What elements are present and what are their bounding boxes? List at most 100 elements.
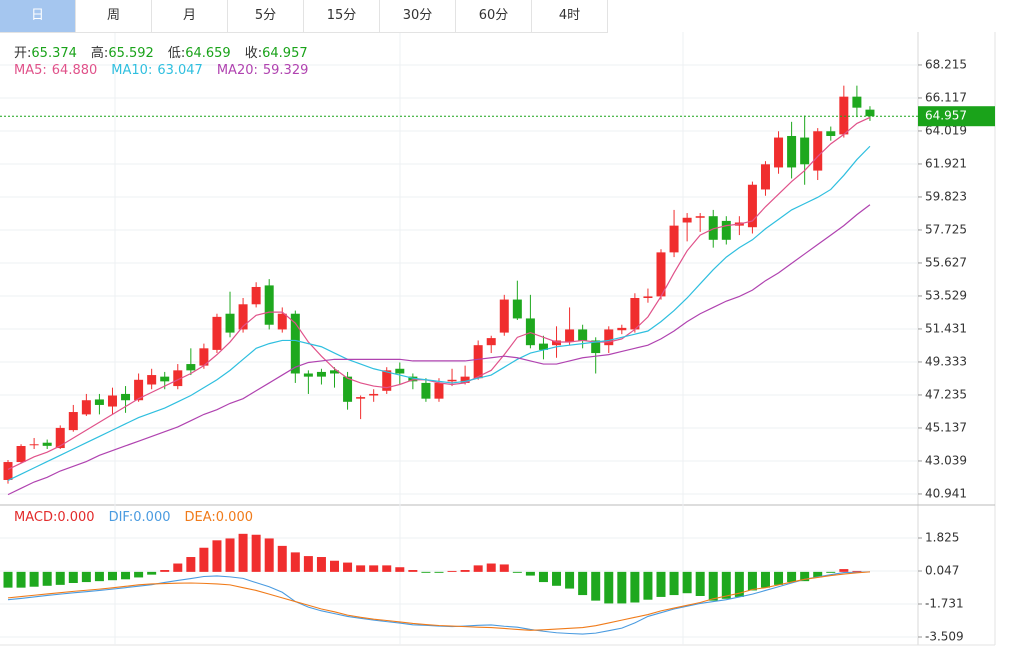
candle-body (865, 109, 875, 117)
candle-body (630, 297, 640, 330)
macd-bar (525, 571, 535, 576)
y-tick-label: 61.921 (925, 156, 967, 170)
macd-bar (552, 571, 562, 586)
macd-bar (447, 570, 457, 572)
candle-body (212, 316, 222, 350)
period-tab[interactable]: 日 (0, 0, 76, 32)
macd-bar (186, 557, 196, 572)
macd-bar (721, 571, 731, 599)
candle-body (316, 371, 326, 377)
candle-body (774, 137, 784, 168)
macd-bar (682, 571, 692, 594)
macd-bar (760, 571, 770, 588)
y-tick-label: 53.529 (925, 288, 967, 302)
y-tick-label: 57.725 (925, 222, 967, 236)
macd-bar (160, 570, 170, 572)
macd-bar (512, 571, 522, 573)
macd-bar (134, 571, 144, 578)
candle-body (447, 379, 457, 382)
legend-name: DIF (109, 510, 134, 525)
period-tab[interactable]: 4时 (532, 0, 608, 32)
readout-name: MACD (14, 510, 57, 525)
y-tick-label: 47.235 (925, 387, 967, 401)
macd-bar (356, 565, 366, 572)
macd-bar (395, 567, 405, 572)
macd-bar (408, 570, 418, 572)
macd-bar (800, 571, 810, 582)
candle-body (199, 348, 209, 366)
macd-bar (277, 545, 287, 572)
candle-body (578, 329, 588, 341)
macd-bar (591, 571, 601, 601)
macd-bar (473, 565, 483, 572)
macd-bar (107, 571, 117, 581)
macd-bar (16, 571, 26, 588)
period-tab[interactable]: 60分 (456, 0, 532, 32)
candle-body (434, 382, 444, 399)
candle-body (94, 399, 104, 405)
y-tick-label: -1.731 (925, 596, 964, 610)
macd-bar (3, 571, 13, 588)
readout-name: 高 (91, 42, 108, 61)
candle-body (160, 376, 170, 382)
legend-value: 63.047 (157, 63, 203, 78)
macd-bar (330, 560, 339, 572)
candle-body (460, 376, 470, 383)
candle-body (552, 340, 562, 346)
period-tab[interactable]: 30分 (380, 0, 456, 32)
period-tab[interactable]: 5分 (228, 0, 304, 32)
candle-body (760, 164, 770, 190)
y-tick-label: 1.825 (925, 530, 959, 544)
candle-body (512, 299, 522, 319)
y-tick-label: 43.039 (925, 453, 967, 467)
y-tick-label: 45.137 (925, 420, 967, 434)
candle-body (107, 395, 117, 407)
macd-bar (173, 563, 183, 572)
candle-body (604, 329, 614, 346)
candle-body (356, 397, 366, 399)
candle-body (708, 216, 718, 240)
candle-body (134, 379, 144, 401)
macd-bar (68, 571, 78, 584)
macd-line (7, 571, 870, 631)
candle-body (525, 318, 535, 346)
period-tabs: 日周月 5分 15分 30分 60分 4时 (0, 0, 608, 33)
readout-name: 低 (168, 42, 185, 61)
candle-body (800, 137, 810, 165)
y-tick-label: 64.019 (925, 123, 967, 137)
macd-bar (199, 547, 209, 572)
ma-line (7, 116, 871, 470)
candle-body (186, 364, 196, 371)
candle-body (382, 370, 392, 391)
macd-bar (538, 571, 548, 583)
candle-body (55, 427, 65, 449)
macd-bar (708, 571, 718, 601)
candle-body (695, 216, 705, 218)
ma-line (7, 204, 871, 496)
ma-readout: MA5 64.880 MA10 63.047 MA20 59.329 (14, 63, 322, 78)
macd-bar (604, 571, 614, 604)
candle-body (787, 135, 797, 168)
readout-value: 65.374 (31, 46, 77, 61)
candle-body (813, 131, 823, 171)
period-tab[interactable]: 周 (76, 0, 152, 32)
macd-bar (669, 571, 679, 596)
period-tab[interactable]: 15分 (304, 0, 380, 32)
y-tick-label: 55.627 (925, 255, 967, 269)
macd-bar (643, 571, 653, 600)
macd-bar (147, 571, 157, 575)
candle-body (839, 96, 849, 135)
macd-bar (656, 571, 666, 597)
candle-body (225, 313, 235, 333)
legend-name: MA10 (111, 63, 152, 78)
last-price-box (918, 106, 995, 127)
candle-body (264, 285, 274, 325)
ohlc-readout: 开65.374 高65.592 低64.659 收64.957 (14, 42, 322, 61)
period-tab[interactable]: 月 (152, 0, 228, 32)
candle-body (251, 286, 261, 305)
macd-readout: MACD0.000DIF0.000DEA0.000 (14, 510, 267, 525)
macd-bar (29, 571, 39, 587)
candle-body (343, 376, 353, 402)
candle-body (499, 299, 509, 333)
